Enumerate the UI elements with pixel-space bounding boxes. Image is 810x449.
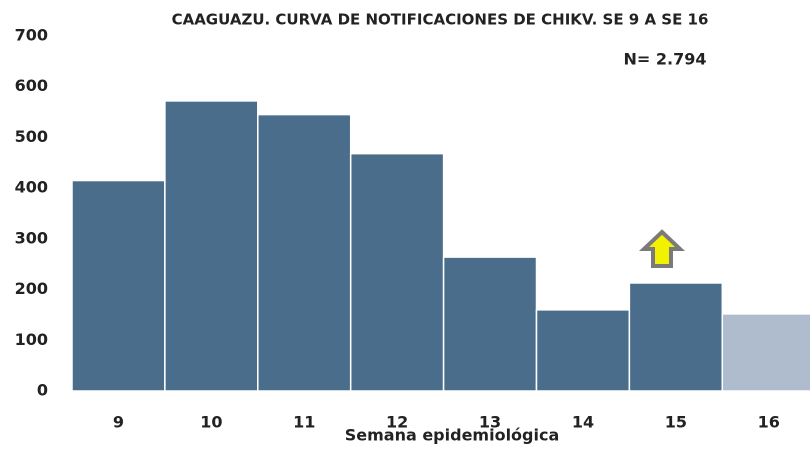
y-tick-label: 700 — [15, 26, 48, 45]
chart-title: CAAGUAZU. CURVA DE NOTIFICACIONES DE CHI… — [172, 11, 709, 29]
arrow-icon — [638, 229, 686, 268]
x-axis-label: Semana epidemiológica — [345, 426, 560, 445]
bar — [442, 256, 538, 392]
bar — [71, 179, 166, 392]
y-tick-label: 400 — [15, 178, 48, 197]
x-tick-label: 14 — [572, 413, 594, 432]
bar — [721, 313, 810, 392]
y-tick-label: 300 — [15, 228, 48, 247]
x-tick-label: 16 — [758, 413, 780, 432]
x-tick-label: 11 — [293, 413, 315, 432]
y-tick-label: 500 — [15, 127, 48, 146]
x-tick-label: 15 — [665, 413, 687, 432]
y-tick-label: 0 — [37, 381, 48, 400]
bar — [349, 152, 445, 392]
annotation: N= 2.794 — [624, 50, 707, 69]
y-tick-label: 100 — [15, 330, 48, 349]
x-tick-label: 12 — [386, 413, 408, 432]
x-tick-label: 10 — [200, 413, 222, 432]
bar — [164, 100, 259, 392]
bar — [628, 282, 724, 392]
y-tick-label: 200 — [15, 279, 48, 298]
bar — [535, 309, 631, 392]
y-tick-label: 600 — [15, 76, 48, 95]
bar — [257, 113, 352, 392]
x-tick-label: 13 — [479, 413, 501, 432]
x-tick-label: 9 — [113, 413, 124, 432]
